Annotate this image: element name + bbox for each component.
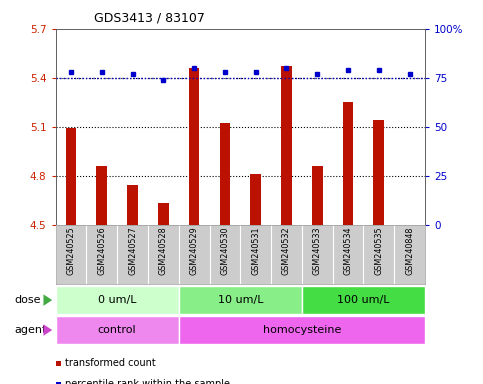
Bar: [281, 66, 292, 225]
Text: homocysteine: homocysteine: [263, 325, 341, 335]
Bar: [219, 123, 230, 225]
Text: agent: agent: [14, 325, 47, 335]
Bar: [312, 166, 323, 225]
Text: 100 um/L: 100 um/L: [337, 295, 390, 305]
Text: GSM240531: GSM240531: [251, 227, 260, 275]
Text: control: control: [98, 325, 136, 335]
Bar: [302, 286, 425, 314]
Text: GSM240529: GSM240529: [190, 227, 199, 275]
Text: GSM240532: GSM240532: [282, 227, 291, 275]
Bar: [250, 174, 261, 225]
Bar: [342, 102, 354, 225]
Text: transformed count: transformed count: [65, 358, 156, 368]
Text: GSM240848: GSM240848: [405, 227, 414, 275]
Bar: [66, 128, 76, 225]
Text: GSM240527: GSM240527: [128, 227, 137, 275]
Text: 0 um/L: 0 um/L: [98, 295, 136, 305]
Text: GSM240535: GSM240535: [374, 227, 384, 275]
Bar: [56, 286, 179, 314]
Text: GSM240534: GSM240534: [343, 227, 353, 275]
Text: GSM240528: GSM240528: [159, 227, 168, 275]
Bar: [96, 166, 107, 225]
Text: GSM240525: GSM240525: [67, 227, 75, 275]
Text: GDS3413 / 83107: GDS3413 / 83107: [94, 12, 205, 25]
Text: GSM240526: GSM240526: [97, 227, 106, 275]
Text: percentile rank within the sample: percentile rank within the sample: [65, 379, 230, 384]
Bar: [158, 204, 169, 225]
Text: 10 um/L: 10 um/L: [217, 295, 263, 305]
Text: GSM240533: GSM240533: [313, 227, 322, 275]
Text: GSM240530: GSM240530: [220, 227, 229, 275]
Bar: [127, 185, 138, 225]
Bar: [56, 316, 179, 344]
Bar: [189, 68, 199, 225]
Bar: [179, 286, 302, 314]
Text: dose: dose: [14, 295, 41, 305]
Bar: [179, 316, 425, 344]
Bar: [373, 120, 384, 225]
